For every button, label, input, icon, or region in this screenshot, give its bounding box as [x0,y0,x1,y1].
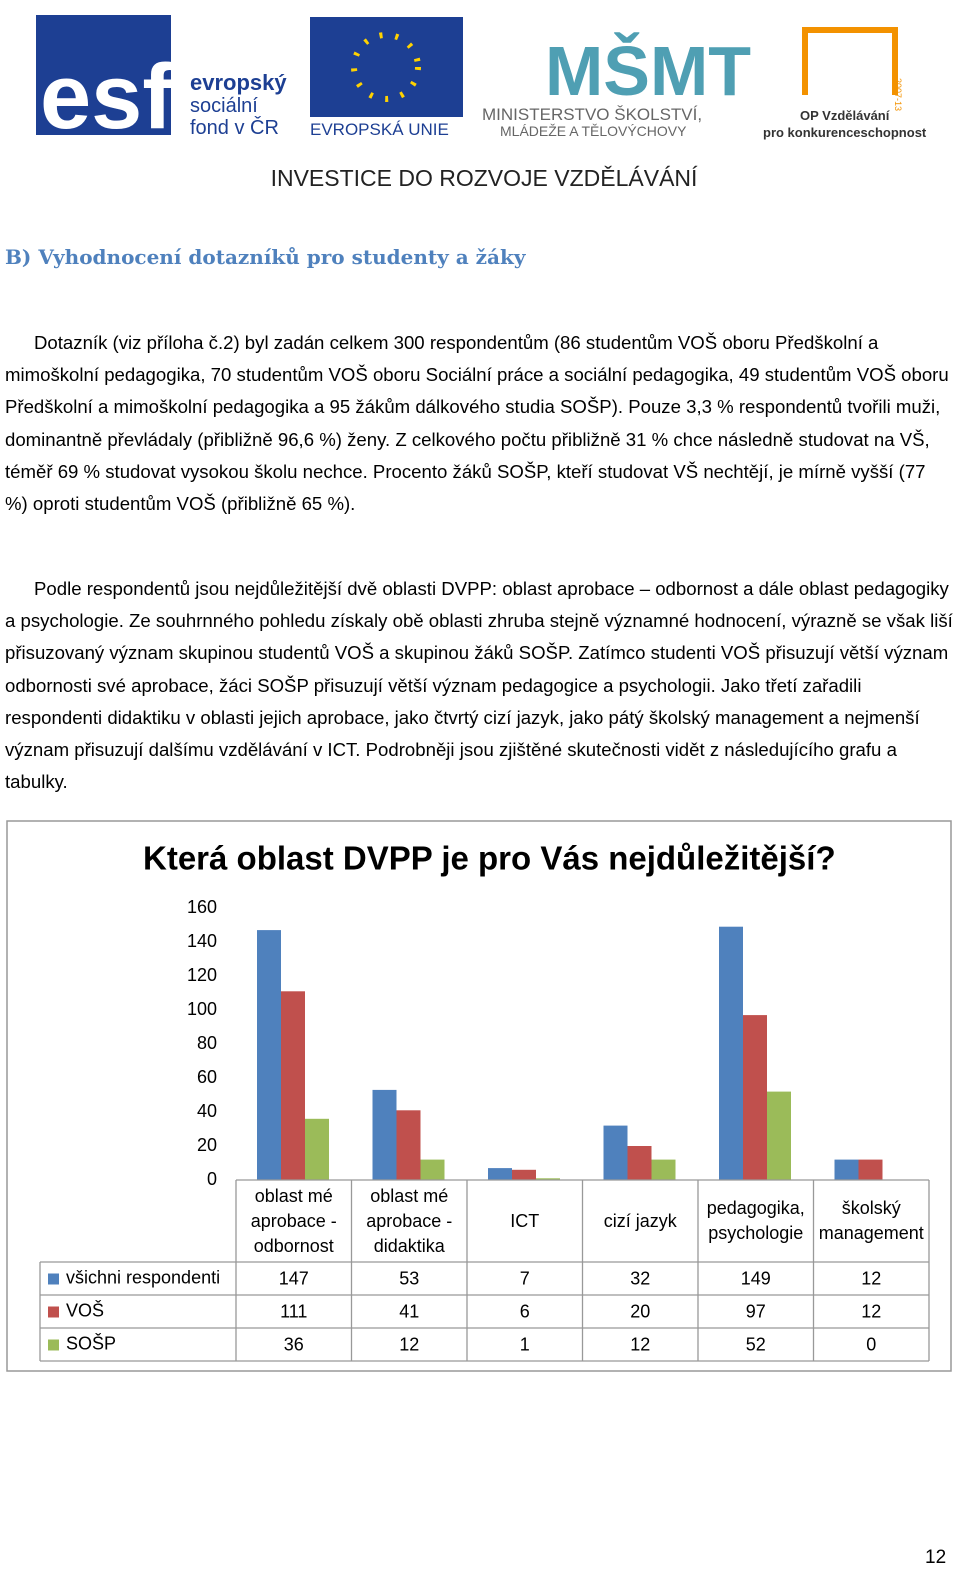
table-value: 32 [630,1268,650,1288]
bar [281,991,305,1180]
op-logo [802,27,898,95]
x-tick-label: oblast mé aprobace - didaktika [366,1185,453,1256]
legend-label: VOŠ [66,1299,104,1320]
table-value: 111 [280,1301,307,1321]
table-value: 41 [399,1301,419,1321]
table-value: 12 [861,1301,881,1321]
esf-text: fond v ČR [190,116,279,139]
bar [372,1089,397,1180]
category-cell: ICT [510,1210,540,1231]
table-value: 12 [399,1334,419,1354]
bar [767,1091,791,1180]
bar [627,1146,652,1180]
table-value: 12 [630,1334,650,1354]
esf-text: sociální [190,95,258,117]
bar [420,1159,445,1180]
table-value: 12 [861,1268,881,1288]
table-value: 0 [866,1334,876,1354]
esf-mark: esf [40,46,173,148]
table-value: 52 [746,1334,766,1354]
bar [858,1159,883,1180]
y-tick-label: 140 [187,931,217,951]
paragraph: Dotazník (viz příloha č.2) byl zadán cel… [5,332,949,515]
table-value: 20 [630,1301,650,1321]
table-value: 6 [520,1301,530,1321]
table-value: 36 [284,1334,304,1354]
esf-text: evropský [190,70,287,95]
legend-label: SOŠP [66,1332,116,1353]
bar [396,1110,421,1180]
tagline: INVESTICE DO ROZVOJE VZDĚLÁVÁNÍ [271,165,698,191]
table-value: 7 [520,1268,530,1288]
bar [512,1169,536,1180]
legend-swatch [48,1339,59,1351]
table-value: 1 [520,1334,530,1354]
bar [834,1159,859,1180]
bar [488,1168,512,1180]
x-tick-label: školský management [818,1198,924,1243]
table-value: 53 [399,1268,419,1288]
page-number: 12 [925,1547,947,1568]
category-cell: školský management [818,1198,924,1243]
y-tick-label: 40 [197,1101,217,1121]
x-tick-label: oblast mé aprobace - odbornost [250,1185,337,1256]
msmt-text: MINISTERSTVO ŠKOLSTVÍ, [482,105,702,124]
table-value: 97 [746,1301,766,1321]
x-tick-label: ICT [510,1210,540,1231]
y-tick-label: 100 [187,999,217,1019]
bar [743,1015,767,1180]
eu-text: EVROPSKÁ UNIE [310,120,449,139]
esf-logo [36,15,171,135]
heading: B) Vyhodnocení dotazníků pro studenty a … [5,245,526,269]
legend-label: všichni respondenti [66,1267,220,1287]
y-tick-label: 60 [197,1067,217,1087]
chart: Která oblast DVPP je pro Vás nejdůležitě… [6,820,952,1372]
msmt-mark: MŠMT [545,31,751,110]
op-text: pro konkurenceschopnost [763,125,927,140]
x-tick-label: cizí jazyk [603,1210,677,1231]
chart-title: Která oblast DVPP je pro Vás nejdůležitě… [143,840,836,877]
y-tick-label: 20 [197,1135,217,1155]
table-value: 149 [741,1268,771,1288]
y-tick-label: 120 [187,965,217,985]
op-years: 2007-13 [893,78,903,111]
bar [536,1178,560,1180]
bar [719,926,743,1180]
paragraph: Podle respondentů jsou nejdůležitější dv… [5,578,953,793]
category-cell: oblast mé aprobace - odbornost [250,1185,337,1256]
bar [603,1125,628,1180]
op-text: OP Vzdělávání [800,108,890,123]
chart-frame [6,820,952,1372]
table-value: 147 [279,1268,309,1288]
eu-flag [310,17,463,117]
bar [305,1118,329,1180]
y-tick-label: 0 [207,1169,217,1189]
header-logos: esf evropský sociální fond v ČR EVROPSKÁ… [36,15,927,191]
legend-swatch [48,1273,59,1285]
x-tick-label: pedagogika, psychologie [706,1198,805,1243]
msmt-text: MLÁDEŽE A TĚLOVÝCHOVY [500,123,687,139]
category-cell: oblast mé aprobace - didaktika [366,1185,453,1256]
eu-stars [351,32,421,102]
category-cell: cizí jazyk [603,1210,677,1231]
bar [651,1159,676,1180]
category-cell: pedagogika, psychologie [706,1198,805,1243]
legend-swatch [48,1306,59,1318]
y-tick-label: 80 [197,1033,217,1053]
bar [257,930,281,1180]
y-tick-label: 160 [187,897,217,917]
